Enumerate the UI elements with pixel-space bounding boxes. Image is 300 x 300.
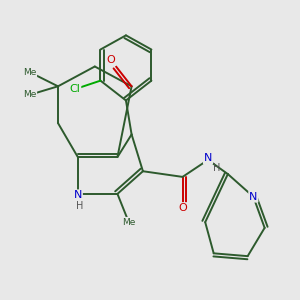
Text: Me: Me xyxy=(23,90,36,99)
Text: N: N xyxy=(249,192,257,202)
Text: N: N xyxy=(74,190,82,200)
Text: O: O xyxy=(106,55,115,65)
Text: H: H xyxy=(76,201,83,211)
Text: Cl: Cl xyxy=(70,84,80,94)
Text: O: O xyxy=(178,203,187,213)
Text: H: H xyxy=(213,164,221,173)
Text: Me: Me xyxy=(23,68,36,77)
Text: Me: Me xyxy=(122,218,136,227)
Text: N: N xyxy=(204,154,212,164)
